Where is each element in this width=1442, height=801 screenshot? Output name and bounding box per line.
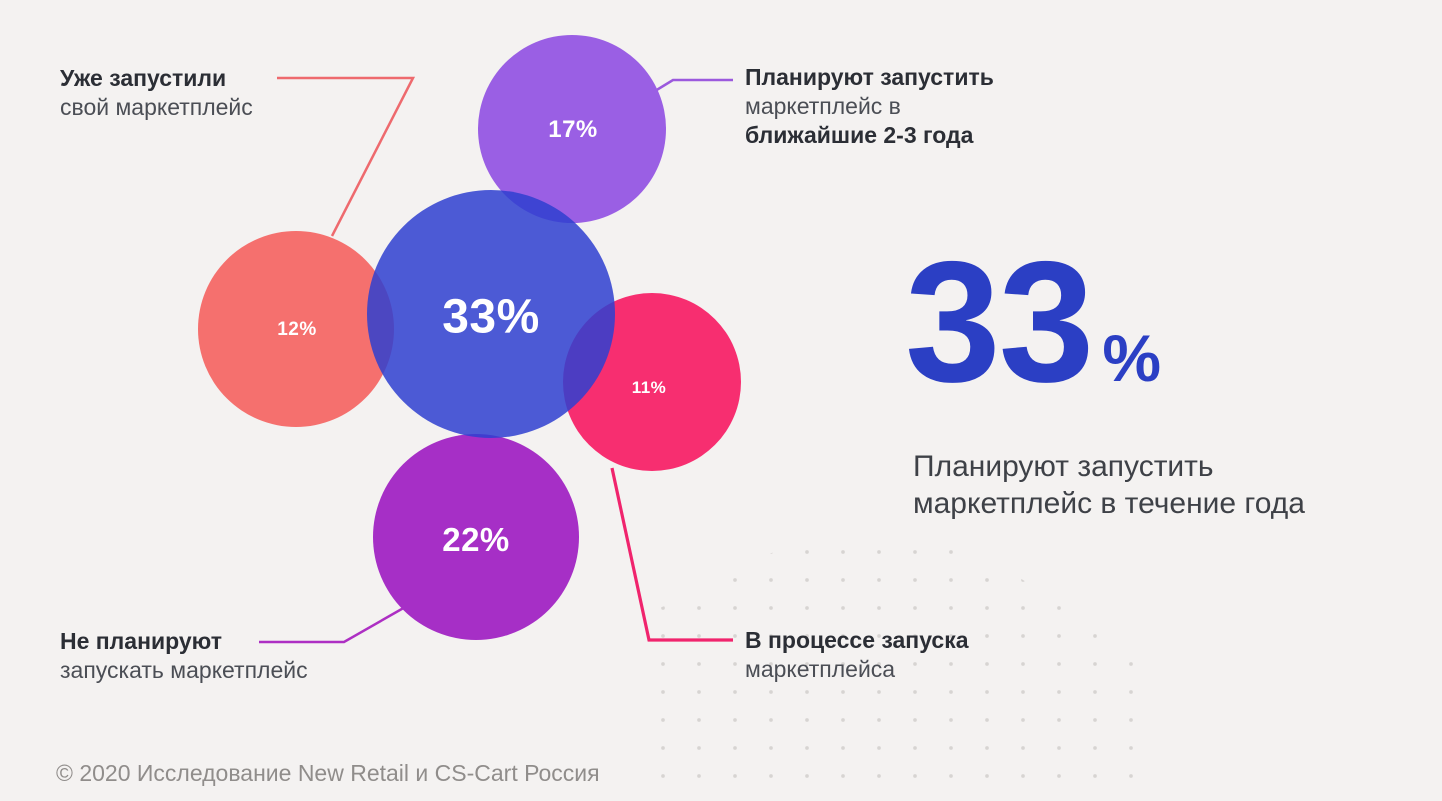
- callout-plan-2-3-years-subtitle: маркетплейс в: [745, 93, 901, 119]
- callout-launch-in-progress: В процессе запуска маркетплейса: [745, 626, 969, 684]
- bubble-value-22: 22%: [442, 521, 510, 558]
- bubble-already-launched: [198, 231, 394, 427]
- connector-launch-in-progress: [610, 467, 733, 642]
- highlight-stat-description-line1: Планируют запустить: [913, 450, 1214, 483]
- callout-already-launched-title: Уже запустили: [60, 65, 227, 91]
- callout-plan-2-3-years: Планируют запустить маркетплейс в ближай…: [745, 63, 994, 150]
- highlight-stat-description-line2: маркетплейс в течение года: [913, 487, 1305, 520]
- connector-no-plans: [259, 604, 408, 644]
- highlight-stat: 33 %: [905, 226, 1162, 418]
- bubble-value-17: 17%: [548, 116, 598, 143]
- callout-already-launched: Уже запустили свой маркетплейс: [60, 64, 253, 122]
- callout-no-plans-title: Не планируют: [60, 628, 222, 654]
- callout-already-launched-subtitle: свой маркетплейс: [60, 94, 253, 120]
- bubble-no-plans: [373, 434, 579, 640]
- connector-plan-2-3-years: [654, 78, 733, 93]
- highlight-stat-description: Планируют запустить маркетплейс в течени…: [913, 448, 1305, 522]
- bubble-plan-2-3-years: [478, 35, 666, 223]
- highlight-stat-value: 33: [905, 226, 1094, 418]
- callout-launch-in-progress-title: В процессе запуска: [745, 627, 969, 653]
- callout-no-plans-subtitle: запускать маркетплейс: [60, 657, 308, 683]
- copyright-note: © 2020 Исследование New Retail и CS-Cart…: [56, 760, 600, 786]
- bubble-plan-within-year: [367, 190, 615, 438]
- bubble-value-11: 11%: [631, 378, 667, 397]
- bubble-value-12: 12%: [277, 319, 317, 340]
- highlight-stat-unit: %: [1102, 321, 1162, 395]
- bubble-value-33: 33%: [442, 290, 540, 344]
- callout-plan-2-3-years-title: Планируют запустить: [745, 64, 994, 90]
- callout-launch-in-progress-subtitle: маркетплейса: [745, 656, 896, 682]
- connector-already-launched: [277, 76, 416, 237]
- callout-no-plans: Не планируют запускать маркетплейс: [60, 627, 308, 685]
- callout-plan-2-3-years-timeframe: ближайшие 2-3 года: [745, 122, 974, 148]
